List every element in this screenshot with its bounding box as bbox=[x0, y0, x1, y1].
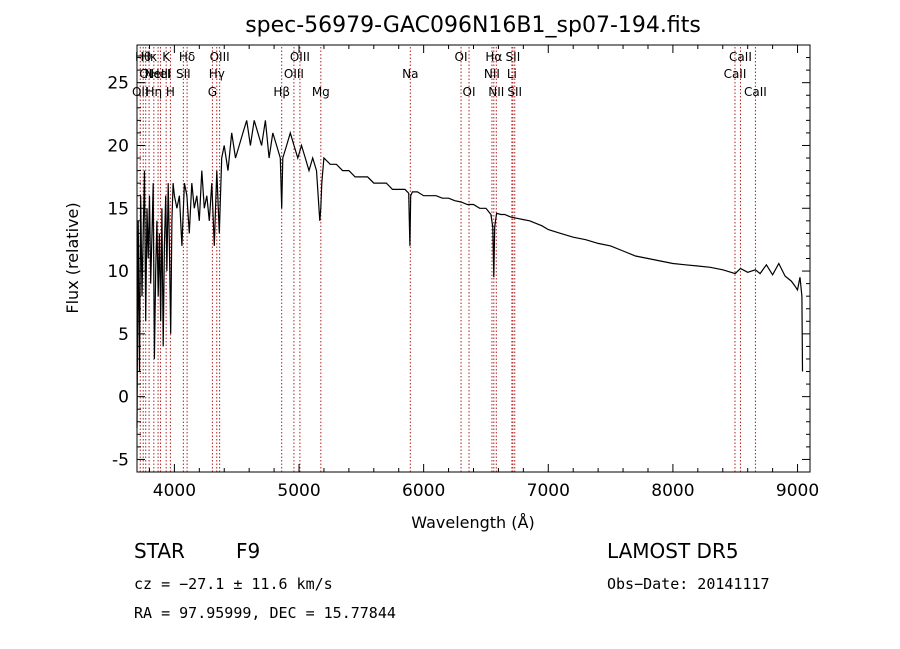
survey-name: LAMOST DR5 bbox=[607, 539, 739, 563]
y-tick-label: 15 bbox=[107, 199, 129, 219]
x-tick-label: 6000 bbox=[402, 481, 445, 501]
y-tick-label: 25 bbox=[107, 74, 129, 94]
y-tick-label: -5 bbox=[112, 450, 129, 470]
line-marker-label: Hθ bbox=[135, 50, 151, 64]
line-marker-label: CaII bbox=[729, 50, 752, 64]
line-marker-label: G bbox=[208, 85, 217, 99]
line-marker-label: Na bbox=[402, 67, 418, 81]
line-marker-label: Mg bbox=[312, 85, 330, 99]
line-marker-label: OII bbox=[132, 85, 149, 99]
line-marker-label: OI bbox=[455, 50, 468, 64]
x-tick-label: 5000 bbox=[277, 481, 320, 501]
line-marker-label: NII bbox=[488, 85, 504, 99]
x-axis-ticks: 4000 5000 6000 7000 8000 9000 bbox=[148, 45, 819, 501]
line-marker-label: Hη bbox=[146, 85, 163, 99]
line-marker-label: SII bbox=[507, 85, 522, 99]
line-marker-label: Hδ bbox=[179, 50, 195, 64]
line-marker-label: OIII bbox=[210, 50, 230, 64]
line-marker-label: NeIII bbox=[145, 67, 172, 81]
line-marker-label: K bbox=[162, 50, 171, 64]
chart-title: spec-56979-GAC096N16B1_sp07-194.fits bbox=[245, 13, 701, 38]
y-axis-ticks: -5 0 5 10 15 20 25 bbox=[107, 57, 810, 470]
line-marker-label: OIII bbox=[290, 50, 310, 64]
x-tick-label: 7000 bbox=[527, 481, 570, 501]
marker-labels: OIIHθOIHκHηNeIIIHeIKHSIIHδGHγOIIIHβOIIIO… bbox=[132, 50, 767, 99]
line-marker-label: Hκ bbox=[141, 50, 157, 64]
y-tick-label: 20 bbox=[107, 136, 129, 156]
line-marker-label: HeI bbox=[151, 67, 171, 81]
spectrum-series-line bbox=[136, 120, 804, 429]
plot-frame bbox=[136, 44, 811, 473]
line-marker-label: Hβ bbox=[273, 85, 290, 99]
line-marker-label: Li bbox=[507, 67, 517, 81]
y-axis-label: Flux (relative) bbox=[63, 202, 82, 313]
line-marker-label: CaII bbox=[724, 67, 747, 81]
y-tick-label: 5 bbox=[118, 325, 129, 345]
redshift-velocity: cz = −27.1 ± 11.6 km/s bbox=[134, 575, 333, 593]
x-axis-label: Wavelength (Å) bbox=[411, 513, 534, 532]
x-tick-label: 8000 bbox=[651, 481, 694, 501]
line-marker-label: Hγ bbox=[209, 67, 225, 81]
line-marker-label: NII bbox=[484, 67, 500, 81]
line-marker-label: OI bbox=[139, 67, 152, 81]
line-marker-label: Hα bbox=[485, 50, 502, 64]
line-marker-label: OIII bbox=[284, 67, 304, 81]
line-marker-label: SII bbox=[506, 50, 521, 64]
object-subclass: F9 bbox=[236, 539, 260, 563]
line-marker-label: CaII bbox=[744, 85, 767, 99]
line-marker-label: OI bbox=[463, 85, 476, 99]
observation-date: Obs−Date: 20141117 bbox=[607, 575, 770, 593]
object-class: STAR bbox=[134, 539, 185, 563]
x-tick-label: 9000 bbox=[776, 481, 819, 501]
coordinates: RA = 97.95999, DEC = 15.77844 bbox=[134, 604, 396, 622]
x-tick-label: 4000 bbox=[153, 481, 196, 501]
line-marker-label: H bbox=[166, 85, 175, 99]
y-tick-label: 0 bbox=[118, 388, 129, 408]
line-markers bbox=[139, 47, 756, 472]
line-marker-label: SII bbox=[176, 67, 191, 81]
y-tick-label: 10 bbox=[107, 262, 129, 282]
